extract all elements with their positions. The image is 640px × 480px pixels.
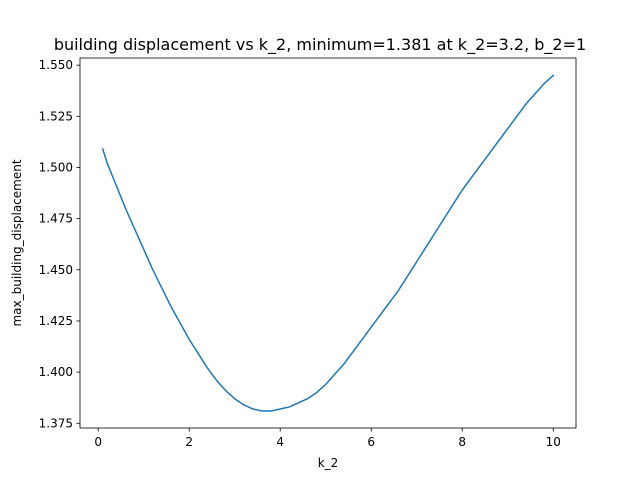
data-point	[143, 249, 145, 251]
data-point	[225, 390, 227, 392]
x-tick-label: 4	[276, 435, 284, 449]
x-axis-label: k_2	[318, 456, 339, 470]
data-point	[398, 289, 400, 291]
x-tick-label: 6	[367, 435, 375, 449]
data-point	[452, 204, 454, 206]
data-point	[461, 189, 463, 191]
data-point	[343, 363, 345, 365]
data-point	[179, 322, 181, 324]
data-point	[543, 83, 545, 85]
y-axis-label: max_building_displacement	[10, 159, 24, 326]
y-tick-label: 1.475	[39, 212, 73, 226]
data-point	[152, 269, 154, 271]
x-tick-label: 0	[94, 435, 102, 449]
data-point	[125, 208, 127, 210]
y-tick-label: 1.550	[39, 58, 73, 72]
data-point	[370, 326, 372, 328]
chart-title: building displacement vs k_2, minimum=1.…	[54, 35, 586, 55]
y-tick-label: 1.450	[39, 263, 73, 277]
data-point	[316, 392, 318, 394]
data-point	[279, 408, 281, 410]
data-point	[516, 116, 518, 118]
data-point	[407, 275, 409, 277]
x-axis: 0 2 4 6 8 10	[94, 428, 561, 449]
data-point	[307, 398, 309, 400]
data-point	[207, 367, 209, 369]
data-point	[289, 406, 291, 408]
data-point	[534, 93, 536, 95]
y-tick-label: 1.375	[39, 416, 73, 430]
data-point	[161, 287, 163, 289]
data-point	[325, 384, 327, 386]
data-point	[298, 402, 300, 404]
y-tick-label: 1.500	[39, 160, 73, 174]
data-point	[361, 339, 363, 341]
data-point	[434, 232, 436, 234]
data-point	[389, 302, 391, 304]
plot-area	[79, 57, 577, 429]
data-point	[443, 218, 445, 220]
x-tick-label: 8	[458, 435, 466, 449]
data-point	[525, 103, 527, 105]
data-point	[261, 410, 263, 412]
data-point	[188, 339, 190, 341]
data-point	[380, 314, 382, 316]
data-point	[334, 373, 336, 375]
x-tick-label: 2	[185, 435, 193, 449]
y-tick-label: 1.425	[39, 314, 73, 328]
data-point	[116, 185, 118, 187]
data-point	[243, 404, 245, 406]
data-point	[170, 306, 172, 308]
series-layer	[101, 74, 555, 412]
data-point	[216, 380, 218, 382]
data-point	[480, 165, 482, 167]
data-point	[352, 351, 354, 353]
series-line	[101, 74, 555, 412]
data-point	[416, 261, 418, 263]
y-tick-label: 1.525	[39, 109, 73, 123]
data-point	[102, 148, 104, 150]
plot-frame	[79, 57, 577, 429]
y-axis: 1.375 1.400 1.425 1.450 1.475 1.500 1.525 1.550	[39, 58, 80, 430]
data-point	[234, 398, 236, 400]
data-point	[134, 228, 136, 230]
data-point	[425, 247, 427, 249]
data-point	[489, 152, 491, 154]
data-point	[252, 408, 254, 410]
y-tick-label: 1.400	[39, 365, 73, 379]
data-point	[498, 140, 500, 142]
data-point	[552, 75, 554, 77]
data-point	[107, 163, 109, 165]
x-tick-label: 10	[546, 435, 561, 449]
data-point	[270, 410, 272, 412]
data-point	[471, 177, 473, 179]
data-point	[507, 128, 509, 130]
data-point	[198, 353, 200, 355]
